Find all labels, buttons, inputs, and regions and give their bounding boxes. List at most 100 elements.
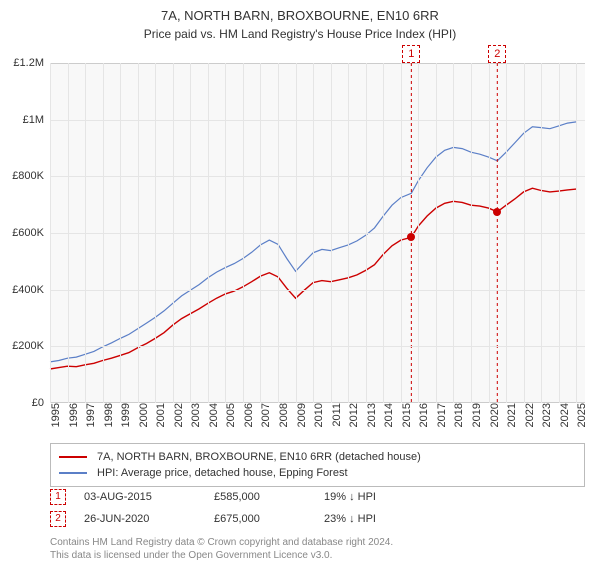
x-tick-label: 2022 bbox=[520, 403, 536, 427]
legend-box: 7A, NORTH BARN, BROXBOURNE, EN10 6RR (de… bbox=[50, 443, 585, 487]
sales-table: 1 03-AUG-2015 £585,000 19% ↓ HPI 2 26-JU… bbox=[50, 486, 585, 530]
x-tick-label: 2001 bbox=[151, 403, 167, 427]
x-gridline bbox=[103, 63, 104, 403]
y-gridline bbox=[50, 233, 585, 234]
chart-subtitle: Price paid vs. HM Land Registry's House … bbox=[0, 27, 600, 41]
sale-price: £585,000 bbox=[214, 491, 324, 503]
x-tick-label: 2002 bbox=[169, 403, 185, 427]
sale-marker-dot bbox=[493, 208, 501, 216]
x-gridline bbox=[331, 63, 332, 403]
x-gridline bbox=[506, 63, 507, 403]
y-tick-label: £200K bbox=[12, 340, 50, 352]
x-gridline bbox=[471, 63, 472, 403]
sale-date: 26-JUN-2020 bbox=[84, 513, 214, 525]
x-gridline bbox=[576, 63, 577, 403]
y-tick-label: £1M bbox=[23, 114, 50, 126]
x-gridline bbox=[208, 63, 209, 403]
footer-line: Contains HM Land Registry data © Crown c… bbox=[50, 536, 393, 549]
x-tick-label: 2009 bbox=[292, 403, 308, 427]
x-tick-label: 2003 bbox=[186, 403, 202, 427]
x-gridline bbox=[366, 63, 367, 403]
legend-label: HPI: Average price, detached house, Eppi… bbox=[97, 467, 348, 479]
x-tick-label: 2000 bbox=[134, 403, 150, 427]
x-gridline bbox=[278, 63, 279, 403]
x-gridline bbox=[489, 63, 490, 403]
x-tick-label: 2011 bbox=[327, 403, 343, 427]
x-gridline bbox=[85, 63, 86, 403]
x-gridline bbox=[313, 63, 314, 403]
x-tick-label: 1996 bbox=[64, 403, 80, 427]
sale-number-box: 2 bbox=[50, 511, 66, 527]
x-gridline bbox=[50, 63, 51, 403]
x-gridline bbox=[296, 63, 297, 403]
x-gridline bbox=[225, 63, 226, 403]
y-tick-label: £600K bbox=[12, 227, 50, 239]
x-tick-label: 2013 bbox=[362, 403, 378, 427]
legend-item: 7A, NORTH BARN, BROXBOURNE, EN10 6RR (de… bbox=[59, 449, 576, 465]
footer-attribution: Contains HM Land Registry data © Crown c… bbox=[50, 536, 393, 562]
x-gridline bbox=[155, 63, 156, 403]
y-tick-label: £1.2M bbox=[13, 57, 50, 69]
x-tick-label: 1999 bbox=[116, 403, 132, 427]
callout-number-box: 2 bbox=[488, 45, 506, 63]
sale-hpi-diff: 23% ↓ HPI bbox=[324, 513, 434, 525]
footer-line: This data is licensed under the Open Gov… bbox=[50, 549, 393, 562]
x-tick-label: 1997 bbox=[81, 403, 97, 427]
sale-row: 1 03-AUG-2015 £585,000 19% ↓ HPI bbox=[50, 486, 585, 508]
x-gridline bbox=[120, 63, 121, 403]
x-gridline bbox=[559, 63, 560, 403]
x-gridline bbox=[524, 63, 525, 403]
y-tick-label: £800K bbox=[12, 170, 50, 182]
x-tick-label: 2024 bbox=[555, 403, 571, 427]
x-gridline bbox=[173, 63, 174, 403]
legend-label: 7A, NORTH BARN, BROXBOURNE, EN10 6RR (de… bbox=[97, 451, 421, 463]
legend-item: HPI: Average price, detached house, Eppi… bbox=[59, 465, 576, 481]
x-gridline bbox=[190, 63, 191, 403]
x-tick-label: 2005 bbox=[221, 403, 237, 427]
x-tick-label: 2007 bbox=[256, 403, 272, 427]
sale-hpi-diff: 19% ↓ HPI bbox=[324, 491, 434, 503]
y-gridline bbox=[50, 176, 585, 177]
x-tick-label: 1998 bbox=[99, 403, 115, 427]
x-tick-label: 2012 bbox=[344, 403, 360, 427]
sale-price: £675,000 bbox=[214, 513, 324, 525]
chart-plot-area: £0£200K£400K£600K£800K£1M£1.2M1995199619… bbox=[50, 63, 585, 403]
callout-number-box: 1 bbox=[402, 45, 420, 63]
sale-number-box: 1 bbox=[50, 489, 66, 505]
x-gridline bbox=[436, 63, 437, 403]
x-tick-label: 2017 bbox=[432, 403, 448, 427]
sale-date: 03-AUG-2015 bbox=[84, 491, 214, 503]
x-tick-label: 2014 bbox=[379, 403, 395, 427]
x-gridline bbox=[541, 63, 542, 403]
x-tick-label: 2015 bbox=[397, 403, 413, 427]
x-tick-label: 2006 bbox=[239, 403, 255, 427]
x-gridline bbox=[138, 63, 139, 403]
y-tick-label: £400K bbox=[12, 284, 50, 296]
chart-title: 7A, NORTH BARN, BROXBOURNE, EN10 6RR bbox=[0, 8, 600, 25]
x-gridline bbox=[401, 63, 402, 403]
chart-container: 7A, NORTH BARN, BROXBOURNE, EN10 6RR Pri… bbox=[0, 8, 600, 568]
x-tick-label: 2018 bbox=[449, 403, 465, 427]
x-gridline bbox=[348, 63, 349, 403]
x-tick-label: 2019 bbox=[467, 403, 483, 427]
x-tick-label: 2025 bbox=[572, 403, 588, 427]
sale-marker-dot bbox=[407, 233, 415, 241]
sale-row: 2 26-JUN-2020 £675,000 23% ↓ HPI bbox=[50, 508, 585, 530]
x-tick-label: 2023 bbox=[537, 403, 553, 427]
x-tick-label: 2020 bbox=[485, 403, 501, 427]
x-tick-label: 2004 bbox=[204, 403, 220, 427]
x-tick-label: 2010 bbox=[309, 403, 325, 427]
legend-swatch bbox=[59, 472, 87, 474]
y-gridline bbox=[50, 346, 585, 347]
x-gridline bbox=[260, 63, 261, 403]
x-gridline bbox=[68, 63, 69, 403]
x-tick-label: 2008 bbox=[274, 403, 290, 427]
y-gridline bbox=[50, 120, 585, 121]
legend-swatch bbox=[59, 456, 87, 458]
x-gridline bbox=[243, 63, 244, 403]
x-gridline bbox=[453, 63, 454, 403]
y-gridline bbox=[50, 290, 585, 291]
x-gridline bbox=[418, 63, 419, 403]
x-gridline bbox=[383, 63, 384, 403]
x-tick-label: 2021 bbox=[502, 403, 518, 427]
